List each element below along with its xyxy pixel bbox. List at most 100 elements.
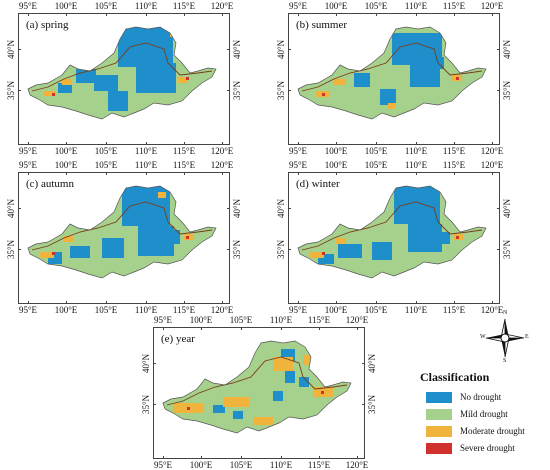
lat-tick-label: 35°N: [6, 80, 16, 100]
tick-mark: [281, 327, 282, 330]
tick-mark: [227, 49, 230, 50]
lon-tick-label: 100°E: [189, 460, 213, 470]
lat-tick-label: 40°N: [6, 39, 16, 59]
tick-mark: [288, 49, 291, 50]
tick-mark: [288, 90, 291, 91]
lon-tick-label: 110°E: [134, 146, 158, 156]
lon-tick-label: 115°E: [172, 160, 196, 170]
lon-tick-label: 95°E: [153, 460, 173, 470]
tick-mark: [222, 301, 223, 304]
lon-tick-label: 115°E: [442, 160, 466, 170]
tick-mark: [336, 142, 337, 145]
lat-tick-label: 40°N: [502, 39, 512, 59]
tick-mark: [298, 142, 299, 145]
panel-label: (b) summer: [296, 19, 348, 31]
tick-mark: [222, 172, 223, 175]
tick-mark: [357, 327, 358, 330]
tick-mark: [497, 249, 500, 250]
lat-tick-label: 40°N: [276, 198, 286, 218]
tick-mark: [227, 208, 230, 209]
lon-tick-label: 95°E: [18, 160, 38, 170]
tick-mark: [146, 301, 147, 304]
tick-mark: [28, 13, 29, 16]
panel-label: (a) spring: [26, 19, 69, 31]
lon-tick-label: 100°E: [54, 1, 78, 11]
lat-tick-label: 35°N: [276, 80, 286, 100]
tick-mark: [18, 90, 21, 91]
tick-mark: [184, 172, 185, 175]
lon-tick-label: 110°E: [404, 1, 428, 11]
tick-mark: [163, 327, 164, 330]
tick-mark: [492, 301, 493, 304]
legend-label: No drought: [460, 392, 502, 402]
tick-mark: [454, 301, 455, 304]
tick-mark: [201, 327, 202, 330]
tick-mark: [288, 208, 291, 209]
lon-tick-label: 100°E: [324, 305, 348, 315]
tick-mark: [492, 142, 493, 145]
lon-tick-label: 100°E: [54, 146, 78, 156]
tick-mark: [336, 172, 337, 175]
map-panel-year: (e) year 95°E 95°E 100°E 100°E 105°E 105°E 110°…: [141, 315, 377, 470]
tick-mark: [376, 172, 377, 175]
legend-item-no-drought: No drought: [420, 389, 545, 406]
tick-mark: [146, 172, 147, 175]
north-arrow: N S E W: [480, 310, 530, 364]
tick-mark: [241, 327, 242, 330]
tick-mark: [106, 172, 107, 175]
tick-mark: [492, 13, 493, 16]
lat-tick-label: 35°N: [367, 394, 377, 414]
tick-mark: [376, 13, 377, 16]
legend-title: Classification: [420, 370, 490, 384]
lon-tick-label: 120°E: [480, 1, 504, 11]
lon-tick-label: 95°E: [18, 146, 38, 156]
legend-label: Moderate drought: [460, 426, 525, 436]
legend-swatch: [426, 392, 452, 403]
tick-mark: [319, 456, 320, 459]
tick-mark: [336, 301, 337, 304]
lon-tick-label: 105°E: [229, 460, 253, 470]
lat-tick-label: 35°N: [232, 239, 242, 259]
lon-tick-label: 110°E: [404, 160, 428, 170]
lat-tick-label: 35°N: [502, 239, 512, 259]
tick-mark: [18, 249, 21, 250]
tick-mark: [362, 404, 365, 405]
lat-tick-label: 35°N: [6, 239, 16, 259]
lon-tick-label: 105°E: [94, 146, 118, 156]
lat-tick-label: 40°N: [6, 198, 16, 218]
map-frame: [18, 13, 230, 145]
legend-label: Mild drought: [460, 409, 508, 419]
lon-tick-label: 100°E: [324, 160, 348, 170]
tick-mark: [201, 456, 202, 459]
tick-mark: [298, 172, 299, 175]
map-frame: [288, 172, 500, 304]
map-panel-winter: (d) winter 95°E 95°E 100°E 100°E 105°E 105°E 11…: [276, 160, 512, 315]
legend: Classification No drought Mild drought M…: [420, 370, 545, 457]
map-frame: [18, 172, 230, 304]
lat-tick-label: 35°N: [141, 394, 151, 414]
lon-tick-label: 105°E: [364, 305, 388, 315]
south-label: S: [503, 358, 507, 364]
drought-map: [162, 340, 352, 434]
tick-mark: [497, 208, 500, 209]
lon-tick-label: 120°E: [210, 146, 234, 156]
lon-tick-label: 115°E: [442, 146, 466, 156]
tick-mark: [106, 301, 107, 304]
lon-tick-label: 100°E: [324, 1, 348, 11]
lon-tick-label: 105°E: [364, 1, 388, 11]
tick-mark: [416, 172, 417, 175]
tick-mark: [28, 301, 29, 304]
east-label: E: [525, 334, 529, 340]
tick-mark: [184, 13, 185, 16]
lon-tick-label: 115°E: [307, 315, 331, 325]
lon-tick-label: 120°E: [345, 315, 369, 325]
lon-tick-label: 120°E: [345, 460, 369, 470]
tick-mark: [146, 142, 147, 145]
panel-label: (c) autumn: [26, 178, 74, 190]
legend-item-severe-drought: Severe drought: [420, 440, 545, 457]
lon-tick-label: 115°E: [307, 460, 331, 470]
tick-mark: [416, 301, 417, 304]
tick-mark: [227, 90, 230, 91]
tick-mark: [222, 13, 223, 16]
lon-tick-label: 120°E: [480, 305, 504, 315]
